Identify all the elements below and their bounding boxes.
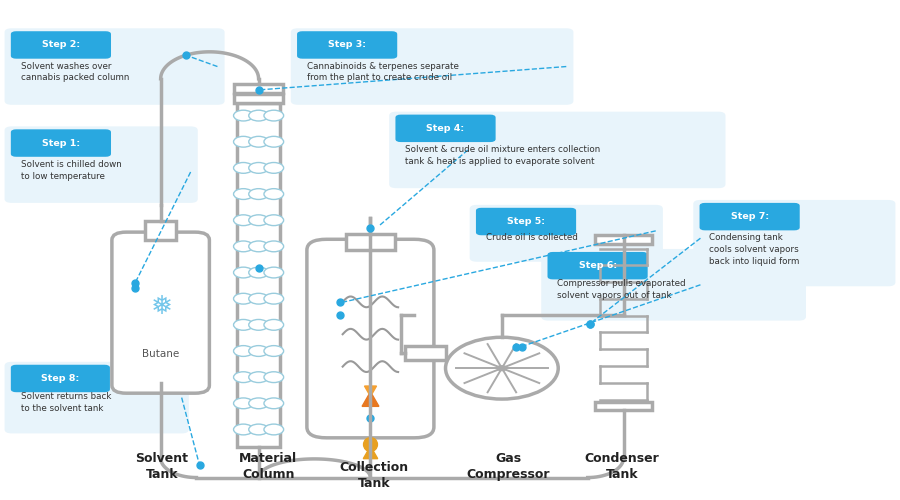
Bar — [234, 94, 283, 104]
Circle shape — [264, 162, 284, 173]
Circle shape — [264, 398, 284, 408]
Circle shape — [233, 346, 253, 356]
Circle shape — [233, 320, 253, 330]
Circle shape — [248, 188, 268, 200]
Circle shape — [264, 346, 284, 356]
Text: Crude oil is collected: Crude oil is collected — [486, 232, 578, 241]
FancyBboxPatch shape — [470, 205, 663, 262]
Circle shape — [248, 110, 268, 121]
Circle shape — [248, 398, 268, 408]
Circle shape — [264, 215, 284, 226]
Text: Step 5:: Step 5: — [507, 217, 545, 226]
Text: Step 2:: Step 2: — [42, 40, 80, 50]
Circle shape — [264, 136, 284, 147]
FancyBboxPatch shape — [547, 252, 648, 280]
Text: Solvent returns back
to the solvent tank: Solvent returns back to the solvent tank — [21, 392, 111, 413]
Text: Gas
Compressor: Gas Compressor — [466, 452, 550, 480]
Text: Butane: Butane — [142, 348, 179, 358]
Circle shape — [264, 372, 284, 382]
Circle shape — [264, 188, 284, 200]
Circle shape — [233, 398, 253, 408]
FancyBboxPatch shape — [4, 362, 189, 434]
Text: Cannabinoids & terpenes separate
from the plant to create crude oil: Cannabinoids & terpenes separate from th… — [307, 62, 459, 82]
Circle shape — [496, 365, 508, 372]
Circle shape — [248, 215, 268, 226]
Bar — [346, 234, 395, 250]
Text: Solvent washes over
cannabis packed column: Solvent washes over cannabis packed colu… — [21, 62, 129, 82]
FancyBboxPatch shape — [112, 232, 210, 393]
Circle shape — [233, 188, 253, 200]
Text: Compressor pulls evaporated
solvent vapors out of tank: Compressor pulls evaporated solvent vapo… — [557, 280, 686, 300]
Text: Material
Column: Material Column — [239, 452, 298, 480]
Text: Step 4:: Step 4: — [427, 124, 464, 133]
FancyBboxPatch shape — [307, 240, 434, 438]
Circle shape — [233, 372, 253, 382]
FancyBboxPatch shape — [291, 28, 573, 105]
Bar — [237, 104, 280, 446]
FancyBboxPatch shape — [11, 130, 111, 157]
Bar — [145, 222, 176, 240]
Text: Collection
Tank: Collection Tank — [339, 462, 409, 490]
Circle shape — [233, 110, 253, 121]
Circle shape — [446, 338, 558, 399]
FancyBboxPatch shape — [699, 203, 800, 230]
FancyBboxPatch shape — [297, 31, 397, 58]
Text: Condenser
Tank: Condenser Tank — [584, 452, 659, 480]
Circle shape — [248, 136, 268, 147]
Circle shape — [264, 294, 284, 304]
Circle shape — [248, 424, 268, 435]
FancyBboxPatch shape — [693, 200, 896, 286]
Text: Condensing tank
cools solvent vapors
back into liquid form: Condensing tank cools solvent vapors bac… — [709, 233, 800, 266]
Circle shape — [264, 110, 284, 121]
FancyBboxPatch shape — [476, 208, 576, 236]
FancyBboxPatch shape — [389, 112, 725, 188]
Circle shape — [233, 424, 253, 435]
Circle shape — [248, 162, 268, 173]
FancyBboxPatch shape — [11, 31, 111, 58]
Circle shape — [264, 320, 284, 330]
Circle shape — [248, 346, 268, 356]
Text: Solvent is chilled down
to low temperature: Solvent is chilled down to low temperatu… — [21, 160, 122, 180]
Circle shape — [248, 267, 268, 278]
Text: Step 6:: Step 6: — [579, 261, 617, 270]
FancyBboxPatch shape — [4, 28, 225, 105]
Text: Step 7:: Step 7: — [731, 212, 769, 221]
Circle shape — [248, 294, 268, 304]
Circle shape — [248, 372, 268, 382]
Circle shape — [248, 320, 268, 330]
Circle shape — [248, 241, 268, 252]
Circle shape — [233, 136, 253, 147]
Circle shape — [233, 267, 253, 278]
Text: Solvent & crude oil mixture enters collection
tank & heat is applied to evaporat: Solvent & crude oil mixture enters colle… — [405, 145, 600, 166]
Text: Step 8:: Step 8: — [41, 374, 79, 383]
Circle shape — [233, 294, 253, 304]
FancyBboxPatch shape — [395, 114, 496, 142]
Text: ❅: ❅ — [149, 294, 172, 320]
Text: Step 3:: Step 3: — [328, 40, 366, 50]
Text: Solvent
Tank: Solvent Tank — [136, 452, 188, 480]
Circle shape — [233, 162, 253, 173]
Bar — [405, 346, 446, 360]
Text: Step 1:: Step 1: — [42, 138, 80, 147]
Circle shape — [264, 267, 284, 278]
Circle shape — [233, 215, 253, 226]
Bar — [234, 84, 283, 92]
Circle shape — [264, 241, 284, 252]
Circle shape — [233, 241, 253, 252]
Bar — [595, 235, 652, 244]
Bar — [595, 402, 652, 410]
FancyBboxPatch shape — [4, 126, 198, 203]
FancyBboxPatch shape — [11, 364, 110, 392]
FancyBboxPatch shape — [541, 249, 806, 320]
Circle shape — [264, 424, 284, 435]
